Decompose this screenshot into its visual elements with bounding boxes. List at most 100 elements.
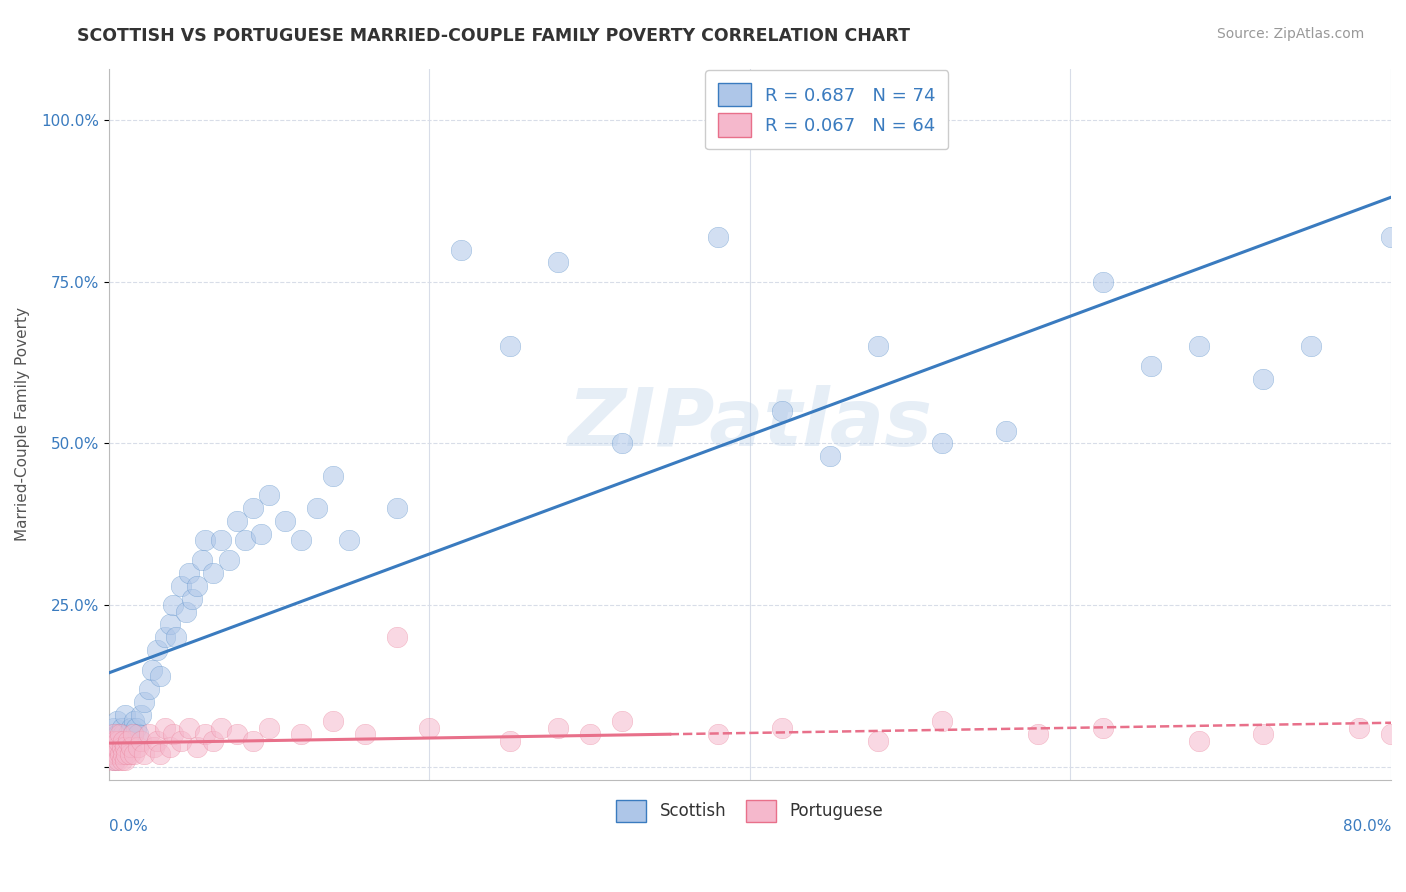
Point bbox=[274, 514, 297, 528]
Point bbox=[610, 436, 633, 450]
Point bbox=[770, 404, 793, 418]
Point bbox=[103, 721, 125, 735]
Point bbox=[159, 740, 181, 755]
Point bbox=[1091, 275, 1114, 289]
Point bbox=[1251, 727, 1274, 741]
Point bbox=[153, 631, 176, 645]
Point bbox=[153, 721, 176, 735]
Point bbox=[1379, 727, 1402, 741]
Point bbox=[242, 501, 264, 516]
Point bbox=[162, 727, 184, 741]
Point bbox=[115, 747, 138, 761]
Point bbox=[290, 727, 312, 741]
Point bbox=[1188, 339, 1211, 353]
Point bbox=[108, 747, 131, 761]
Point bbox=[242, 734, 264, 748]
Point bbox=[111, 753, 134, 767]
Point bbox=[107, 740, 129, 755]
Point bbox=[141, 663, 163, 677]
Point bbox=[114, 708, 136, 723]
Point bbox=[162, 598, 184, 612]
Point bbox=[105, 714, 128, 729]
Point bbox=[181, 591, 204, 606]
Point bbox=[868, 339, 890, 353]
Point bbox=[132, 695, 155, 709]
Point bbox=[117, 734, 139, 748]
Point bbox=[226, 727, 249, 741]
Point bbox=[186, 579, 208, 593]
Point bbox=[186, 740, 208, 755]
Point bbox=[125, 721, 148, 735]
Point bbox=[233, 533, 256, 548]
Point bbox=[120, 740, 142, 755]
Legend: Scottish, Portuguese: Scottish, Portuguese bbox=[610, 793, 890, 828]
Point bbox=[337, 533, 360, 548]
Point bbox=[100, 734, 122, 748]
Point bbox=[104, 734, 127, 748]
Point bbox=[114, 753, 136, 767]
Point bbox=[104, 734, 127, 748]
Point bbox=[194, 533, 217, 548]
Point bbox=[108, 727, 131, 741]
Point bbox=[101, 753, 124, 767]
Point bbox=[146, 734, 169, 748]
Point bbox=[257, 721, 280, 735]
Point bbox=[450, 243, 472, 257]
Point bbox=[112, 747, 135, 761]
Point bbox=[124, 714, 146, 729]
Point bbox=[170, 734, 193, 748]
Point bbox=[120, 721, 142, 735]
Point bbox=[191, 553, 214, 567]
Y-axis label: Married-Couple Family Poverty: Married-Couple Family Poverty bbox=[15, 307, 30, 541]
Point bbox=[112, 747, 135, 761]
Point bbox=[498, 339, 520, 353]
Point bbox=[387, 501, 409, 516]
Point bbox=[149, 669, 172, 683]
Point bbox=[547, 721, 569, 735]
Point bbox=[111, 740, 134, 755]
Point bbox=[1091, 721, 1114, 735]
Point bbox=[707, 727, 730, 741]
Point bbox=[177, 566, 200, 580]
Point bbox=[931, 714, 953, 729]
Point bbox=[127, 727, 149, 741]
Point bbox=[111, 740, 134, 755]
Point bbox=[124, 747, 146, 761]
Point bbox=[105, 747, 128, 761]
Point bbox=[112, 727, 135, 741]
Point bbox=[218, 553, 240, 567]
Text: ZIPatlas: ZIPatlas bbox=[568, 385, 932, 463]
Point bbox=[1188, 734, 1211, 748]
Point bbox=[111, 721, 134, 735]
Point bbox=[226, 514, 249, 528]
Point bbox=[354, 727, 377, 741]
Point bbox=[142, 740, 165, 755]
Point bbox=[1379, 229, 1402, 244]
Point bbox=[118, 747, 141, 761]
Point bbox=[127, 740, 149, 755]
Point bbox=[498, 734, 520, 748]
Point bbox=[101, 747, 124, 761]
Point bbox=[868, 734, 890, 748]
Point bbox=[159, 617, 181, 632]
Point bbox=[129, 708, 152, 723]
Point bbox=[387, 631, 409, 645]
Point bbox=[138, 727, 160, 741]
Point bbox=[108, 747, 131, 761]
Point bbox=[114, 740, 136, 755]
Point bbox=[115, 740, 138, 755]
Point bbox=[322, 714, 344, 729]
Point bbox=[995, 424, 1018, 438]
Point bbox=[122, 727, 145, 741]
Text: 0.0%: 0.0% bbox=[108, 819, 148, 834]
Point bbox=[209, 721, 232, 735]
Point bbox=[1028, 727, 1050, 741]
Point bbox=[418, 721, 440, 735]
Point bbox=[114, 734, 136, 748]
Point bbox=[118, 734, 141, 748]
Point bbox=[105, 740, 128, 755]
Point bbox=[578, 727, 600, 741]
Point bbox=[103, 740, 125, 755]
Point bbox=[931, 436, 953, 450]
Point bbox=[100, 747, 122, 761]
